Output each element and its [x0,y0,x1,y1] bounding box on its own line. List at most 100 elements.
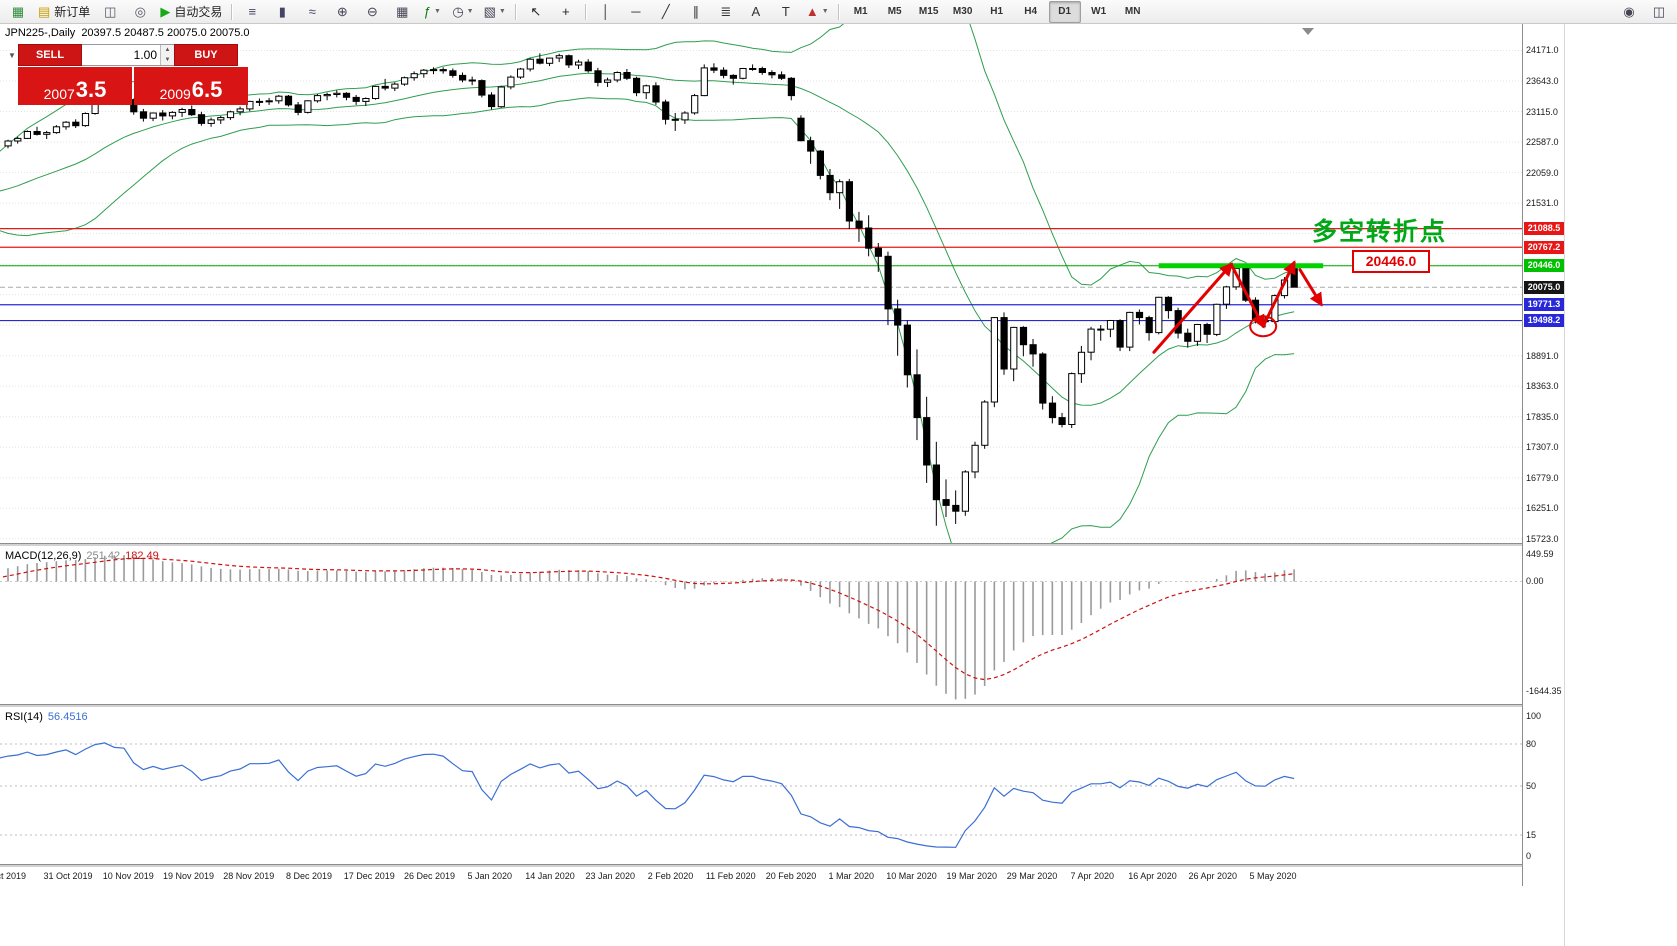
buy-button[interactable]: BUY [174,44,238,66]
buy-price-display[interactable]: 2009 6.5 [134,67,248,105]
timeframe-h1-button[interactable]: H1 [990,6,1004,17]
rsi-label: RSI(14) [5,711,43,723]
price-axis-tick: 18363.0 [1526,381,1559,392]
timeframe-m15-button[interactable]: M15 [918,6,939,17]
crosshair-button[interactable]: + [552,1,580,23]
price-axis-tick: 23643.0 [1526,76,1559,86]
date-axis-tick: 16 Apr 2020 [1128,871,1177,881]
timeframe-mn-button[interactable]: MN [1124,6,1141,17]
panel-resize-handle[interactable] [0,864,1564,868]
chart-window-button[interactable]: ◫ [96,1,124,23]
cursor-button[interactable]: ↖ [522,1,550,23]
rsi-line [0,742,1295,848]
timeframe-m5-button[interactable]: M5 [887,6,902,17]
autotrading-button[interactable]: ▶ 自动交易 [156,1,226,23]
profiles-button[interactable]: ◎ [126,1,154,23]
timeframe-w1-button[interactable]: W1 [1091,6,1107,17]
shapes-button[interactable]: ▲ ▼ [802,1,833,23]
label-button[interactable]: T [772,1,800,23]
trendline-icon: ╱ [661,4,670,19]
horizontal-line-button[interactable]: ─ [622,1,650,23]
periods-button[interactable]: ◷ ▼ [448,1,477,23]
date-axis-tick: 26 Dec 2019 [403,871,456,881]
price-axis-tick: 22059.0 [1526,167,1559,178]
timeframe-h4-button[interactable]: H4 [1024,6,1038,17]
timeframe-m1-button[interactable]: M1 [853,6,868,17]
volume-value[interactable]: 1.00 [133,48,157,62]
macd-axis-label: -1644.35 [1526,685,1562,696]
macd-histogram [7,555,1295,700]
rsi-panel-canvas[interactable] [0,708,1522,864]
rsi-value: 56.4516 [47,711,88,723]
text-button[interactable]: A [742,1,770,23]
sell-price-display[interactable]: 2007 3.5 [18,67,132,105]
level-lines [0,228,1522,322]
date-axis-tick: 20 Feb 2020 [765,871,817,881]
layout-button[interactable]: ◫ [1645,1,1673,23]
turning-point-annotation[interactable]: 多空转折点 [1312,218,1448,246]
chart-workspace: Oct 2019 31 Oct 2019 10 Nov 2019 19 Nov 201… [0,24,1677,946]
timeframe-m30-button[interactable]: M30 [952,6,973,17]
layout-icon: ◫ [1652,4,1666,19]
sell-button[interactable]: SELL [18,44,82,66]
price-axis-tick: 24171.0 [1526,45,1559,56]
date-axis-tick: 5 May 2020 [1249,871,1297,881]
rsi-axis-label: 0 [1526,851,1532,861]
templates-button[interactable]: ▧ ▼ [480,1,510,23]
symbol-chart-button[interactable]: ▦ [4,1,32,23]
date-axis-tick: 26 Apr 2020 [1188,871,1238,881]
price-chip: 20446.0 [1524,259,1564,273]
price-axis-tick: 21531.0 [1526,198,1559,209]
price-axis[interactable]: 449.59 0.00 -1644.35 100 80 50 15 0 24171.0 23643… [1522,24,1565,886]
date-axis-tick: 19 Nov 2019 [162,871,215,881]
main-toolbar: ▦ ▤ 新订单 ◫ ◎ ▶ 自动交易 ≡ ▮ ≈ ⊕ ⊖ ▦ ƒ ▼ ◷ ▼ ▧ ▼ ↖ + │ ─ ╱ ∥ ≣ A T ▲ ▼ M1 M5 M… [0,0,1677,24]
chevron-down-icon: ▼ [498,8,506,15]
text-icon: A [751,4,761,19]
zoom-in-button[interactable]: ⊕ [328,1,356,23]
volume-down-button[interactable]: ▼ [161,55,174,65]
panel-resize-handle[interactable] [0,543,1564,547]
trade-panel-collapse-icon[interactable]: ▼ [8,50,16,60]
time-axis[interactable]: Oct 2019 31 Oct 2019 10 Nov 2019 19 Nov 201… [0,869,1522,886]
date-axis-tick: 28 Nov 2019 [223,871,275,881]
bar-chart-button[interactable]: ≡ [238,1,266,23]
volume-up-button[interactable]: ▲ [161,45,174,55]
macd-axis-label: 449.59 [1526,549,1554,559]
label-icon: T [781,4,790,19]
horizontal-line-icon: ─ [631,4,641,19]
main-chart-canvas[interactable] [0,24,1522,543]
vertical-line-icon: │ [601,4,610,19]
panel-resize-handle[interactable] [0,704,1564,708]
timeframe-d1-button[interactable]: D1 [1048,0,1081,23]
date-axis-tick: 31 Oct 2019 [43,871,93,881]
one-click-trading-panel: ▼ SELL 1.00 ▲ ▼ BUY 2007 3.5 2009 6.5 [6,44,250,105]
price-chip: 19771.3 [1524,298,1564,312]
tile-windows-button[interactable]: ▦ [388,1,416,23]
line-chart-button[interactable]: ≈ [298,1,326,23]
trendline-button[interactable]: ╱ [652,1,680,23]
symbol-chart-icon: ▦ [11,4,25,19]
date-axis-tick: 10 Nov 2019 [102,871,154,881]
fibonacci-button[interactable]: ≣ [712,1,740,23]
zoom-out-button[interactable]: ⊖ [358,1,386,23]
line-chart-icon: ≈ [308,4,316,19]
pivot-price-label[interactable]: 20446.0 [1352,250,1430,273]
channel-button[interactable]: ∥ [682,1,710,23]
zigzag-circle-marker [1249,315,1278,338]
vertical-line-button[interactable]: │ [592,1,620,23]
new-order-button[interactable]: ▤ 新订单 [34,1,94,23]
volume-field[interactable]: 1.00 ▲ ▼ [82,44,174,66]
search-button[interactable]: ◉ [1615,1,1643,23]
indicators-button[interactable]: ƒ ▼ [418,1,446,23]
tile-windows-icon: ▦ [396,4,409,19]
cursor-icon: ↖ [530,4,542,19]
zoom-out-icon: ⊖ [366,4,378,19]
date-axis-tick: 8 Dec 2019 [285,871,333,881]
price-axis-tick: 17835.0 [1526,411,1559,422]
macd-main-value: 251.42 [86,550,121,562]
macd-panel-canvas[interactable] [0,547,1522,704]
candlestick-chart-button[interactable]: ▮ [268,1,296,23]
autotrading-icon: ▶ [160,4,171,19]
macd-signal-value: 182.49 [125,550,159,562]
